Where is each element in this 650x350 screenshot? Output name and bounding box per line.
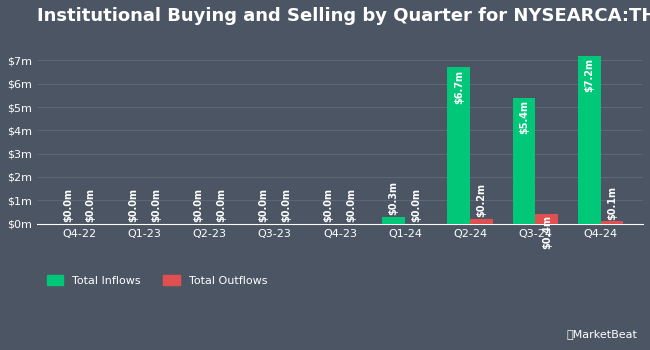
Text: $0.0m: $0.0m — [86, 188, 96, 222]
Bar — [471, 219, 493, 224]
Text: $0.0m: $0.0m — [151, 188, 161, 222]
Text: $0.0m: $0.0m — [346, 188, 356, 222]
Text: $0.0m: $0.0m — [193, 188, 203, 222]
Text: $0.0m: $0.0m — [324, 188, 333, 222]
Text: $0.0m: $0.0m — [216, 188, 226, 222]
Text: Institutional Buying and Selling by Quarter for NYSEARCA:THTA: Institutional Buying and Selling by Quar… — [37, 7, 650, 25]
Text: $0.4m: $0.4m — [542, 215, 552, 250]
Text: $5.4m: $5.4m — [519, 100, 529, 134]
Text: $0.0m: $0.0m — [258, 188, 268, 222]
Text: $0.1m: $0.1m — [607, 186, 617, 219]
Text: $6.7m: $6.7m — [454, 70, 464, 104]
Text: $0.0m: $0.0m — [63, 188, 73, 222]
Text: $7.2m: $7.2m — [584, 58, 594, 92]
Bar — [513, 98, 536, 224]
Bar — [447, 68, 471, 224]
Bar — [536, 214, 558, 224]
Text: $0.2m: $0.2m — [476, 183, 487, 217]
Text: $0.0m: $0.0m — [411, 188, 422, 222]
Bar — [601, 221, 623, 224]
Bar — [382, 217, 405, 224]
Bar — [578, 56, 601, 224]
Text: ⼌MarketBeat: ⼌MarketBeat — [566, 329, 637, 340]
Text: $0.0m: $0.0m — [128, 188, 138, 222]
Legend: Total Inflows, Total Outflows: Total Inflows, Total Outflows — [42, 271, 272, 290]
Text: $0.0m: $0.0m — [281, 188, 291, 222]
Text: $0.3m: $0.3m — [389, 181, 398, 215]
